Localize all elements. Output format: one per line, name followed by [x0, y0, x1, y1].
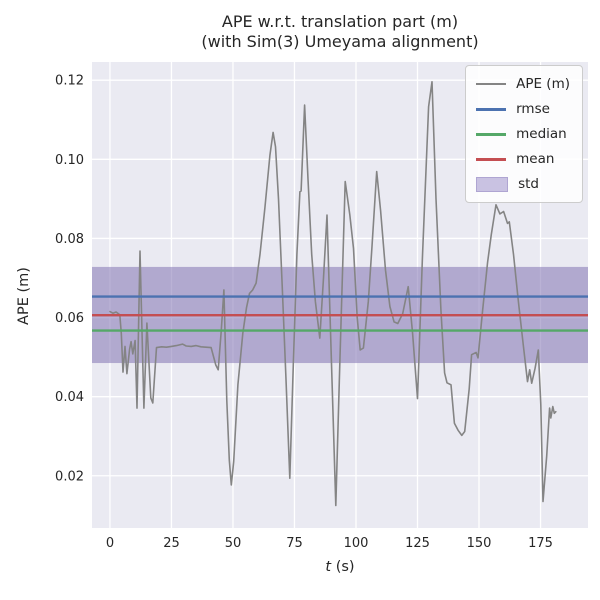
legend-item-label: rmse	[516, 101, 550, 117]
ape-line	[109, 81, 557, 507]
x-tick-label-100: 100	[344, 536, 369, 551]
legend-item-std: std	[476, 174, 570, 194]
legend-item-label: median	[516, 126, 567, 142]
legend-item-mean: mean	[476, 149, 570, 169]
x-axis-label: t (s)	[92, 559, 588, 575]
y-tick-label-0.10: 0.10	[55, 153, 84, 168]
x-axis-label-variable: t	[325, 559, 332, 575]
y-tick-label-0.02: 0.02	[55, 469, 84, 484]
chart-title-line1: APE w.r.t. translation part (m)	[221, 12, 459, 31]
y-tick-label-0.06: 0.06	[55, 311, 84, 326]
x-tick-label-175: 175	[528, 536, 553, 551]
x-tick-label-75: 75	[286, 536, 303, 551]
x-tick-label-125: 125	[405, 536, 430, 551]
legend-line-swatch	[476, 132, 507, 136]
x-tick-label-0: 0	[106, 536, 114, 551]
y-tick-label-0.04: 0.04	[55, 390, 84, 405]
legend-line-swatch	[476, 157, 507, 161]
legend-patch-swatch	[476, 176, 509, 192]
x-tick-label-25: 25	[163, 536, 180, 551]
chart-title: APE w.r.t. translation part (m) (with Si…	[92, 12, 588, 52]
chart-title-line2: (with Sim(3) Umeyama alignment)	[201, 32, 479, 51]
x-tick-label-150: 150	[467, 536, 492, 551]
legend-item-label: std	[518, 176, 540, 192]
legend-item-label: mean	[516, 151, 555, 167]
y-axis-label: APE (m)	[16, 267, 32, 325]
legend-item-ape-m-: APE (m)	[476, 74, 570, 94]
x-tick-label-50: 50	[225, 536, 242, 551]
legend-item-rmse: rmse	[476, 99, 570, 119]
x-axis-label-unit: (s)	[331, 559, 355, 575]
legend-line-swatch	[476, 107, 507, 111]
legend-item-median: median	[476, 124, 570, 144]
legend-line-swatch	[476, 83, 507, 85]
legend: APE (m) rmse median mean std	[465, 65, 583, 203]
legend-item-label: APE (m)	[516, 76, 570, 92]
y-tick-label-0.08: 0.08	[55, 232, 84, 247]
y-tick-label-0.12: 0.12	[55, 74, 84, 89]
